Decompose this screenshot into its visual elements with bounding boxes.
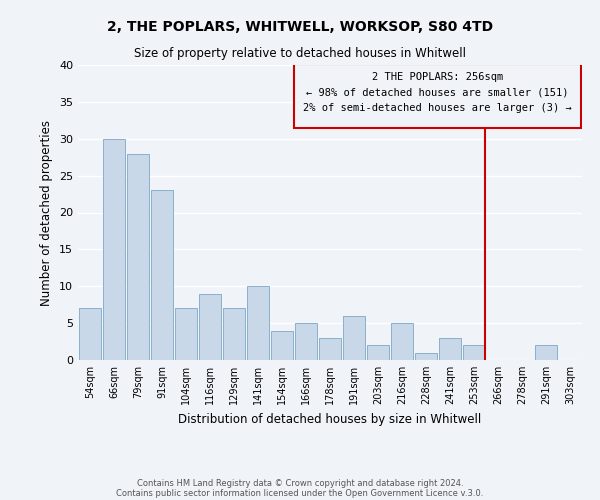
Text: ← 98% of detached houses are smaller (151): ← 98% of detached houses are smaller (15… — [306, 87, 569, 97]
Text: Contains public sector information licensed under the Open Government Licence v.: Contains public sector information licen… — [116, 488, 484, 498]
Bar — [199, 294, 221, 360]
Bar — [127, 154, 149, 360]
Bar — [391, 323, 413, 360]
Bar — [415, 352, 437, 360]
Bar — [439, 338, 461, 360]
Bar — [295, 323, 317, 360]
Text: Contains HM Land Registry data © Crown copyright and database right 2024.: Contains HM Land Registry data © Crown c… — [137, 478, 463, 488]
X-axis label: Distribution of detached houses by size in Whitwell: Distribution of detached houses by size … — [178, 412, 482, 426]
Bar — [343, 316, 365, 360]
Bar — [294, 64, 581, 128]
Bar — [223, 308, 245, 360]
Text: Size of property relative to detached houses in Whitwell: Size of property relative to detached ho… — [134, 48, 466, 60]
Bar — [319, 338, 341, 360]
Text: 2, THE POPLARS, WHITWELL, WORKSOP, S80 4TD: 2, THE POPLARS, WHITWELL, WORKSOP, S80 4… — [107, 20, 493, 34]
Text: 2% of semi-detached houses are larger (3) →: 2% of semi-detached houses are larger (3… — [303, 102, 572, 113]
Bar — [463, 345, 485, 360]
Bar — [535, 345, 557, 360]
Bar — [79, 308, 101, 360]
Bar — [367, 345, 389, 360]
Bar — [271, 330, 293, 360]
Y-axis label: Number of detached properties: Number of detached properties — [40, 120, 53, 306]
Bar — [103, 138, 125, 360]
Bar — [151, 190, 173, 360]
Text: 2 THE POPLARS: 256sqm: 2 THE POPLARS: 256sqm — [372, 72, 503, 82]
Bar — [247, 286, 269, 360]
Bar — [175, 308, 197, 360]
